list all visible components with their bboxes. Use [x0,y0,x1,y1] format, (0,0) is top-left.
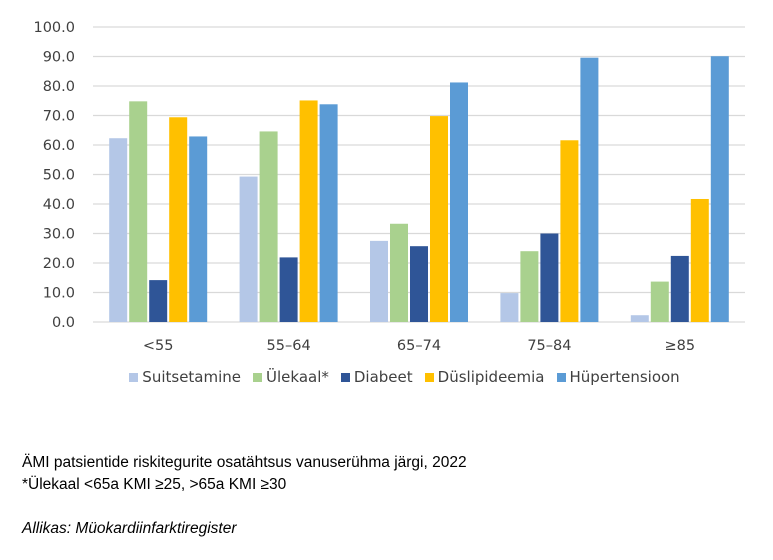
bar-diabeet-0 [149,280,168,322]
bar-diabeet-2 [410,246,428,322]
bar-suitsetamine-1 [239,176,258,322]
bar-suitsetamine-2 [370,240,388,322]
y-tick-label: 0.0 [52,315,75,331]
y-tick-label: 80.0 [43,79,75,95]
legend: Suitsetamine Ülekaal* Diabeet Düslipideemia… [0,368,773,386]
legend-label: Düslipideemia [437,368,545,386]
bar-dslipideemia-1 [299,100,318,322]
y-tick-label: 10.0 [43,286,75,302]
bar-hpertensioon-3 [580,57,599,323]
bar-lekaal-0 [129,101,148,322]
bar-hpertensioon-4 [710,56,729,322]
bar-lekaal-4 [650,281,669,322]
bar-diabeet-4 [670,255,689,322]
bar-dslipideemia-2 [430,116,448,322]
bar-dslipideemia-0 [169,117,188,323]
legend-item: Suitsetamine [129,368,241,386]
legend-label: Ülekaal* [266,368,329,386]
legend-swatch [129,372,139,382]
bar-suitsetamine-3 [500,293,519,322]
legend-swatch [253,372,263,382]
y-tick-label: 50.0 [43,168,75,184]
x-tick-label: 75–84 [527,338,571,354]
bar-lekaal-3 [520,251,539,322]
legend-swatch [340,372,350,382]
y-tick-label: 70.0 [43,109,75,125]
bar-hpertensioon-1 [319,104,338,322]
chart-caption-note: *Ülekaal <65a KMI ≥25, >65a KMI ≥30 [22,476,287,493]
bar-dslipideemia-3 [560,140,579,322]
x-tick-label: 55–64 [267,338,311,354]
y-tick-label: 60.0 [43,138,75,154]
y-tick-label: 40.0 [43,197,75,213]
legend-item: Hüpertensioon [556,368,680,386]
bar-suitsetamine-0 [109,138,128,322]
y-tick-label: 90.0 [43,50,75,66]
bar-chart: 0.0 10.0 20.0 30.0 40.0 50.0 60.0 70.0 80.0 90.0 1… [33,20,745,354]
bar-hpertensioon-2 [450,82,468,323]
x-tick-label: ≥85 [664,338,695,354]
bar-diabeet-3 [540,233,559,322]
bar-suitsetamine-4 [630,315,649,322]
y-tick-label: 20.0 [43,256,75,272]
y-tick-label: 100.0 [33,20,75,36]
x-tick-label: <55 [143,338,174,354]
bar-hpertensioon-0 [189,136,208,322]
legend-swatch [424,372,434,382]
x-tick-label: 65–74 [397,338,441,354]
chart-caption-title: ÄMI patsientide riskitegurite osatähtsus… [22,454,467,471]
legend-label: Suitsetamine [142,368,242,386]
y-tick-label: 30.0 [43,227,75,243]
bar-diabeet-1 [279,257,298,322]
bar-dslipideemia-4 [690,198,709,322]
chart-source: Allikas: Müokardiinfarktiregister [22,520,237,537]
legend-label: Diabeet [353,368,413,386]
bar-lekaal-1 [259,131,278,322]
bar-lekaal-2 [390,223,408,322]
legend-item: Ülekaal* [253,368,329,386]
legend-item: Diabeet [340,368,413,386]
legend-item: Düslipideemia [424,368,545,386]
legend-label: Hüpertensioon [569,368,680,386]
legend-swatch [556,372,566,382]
